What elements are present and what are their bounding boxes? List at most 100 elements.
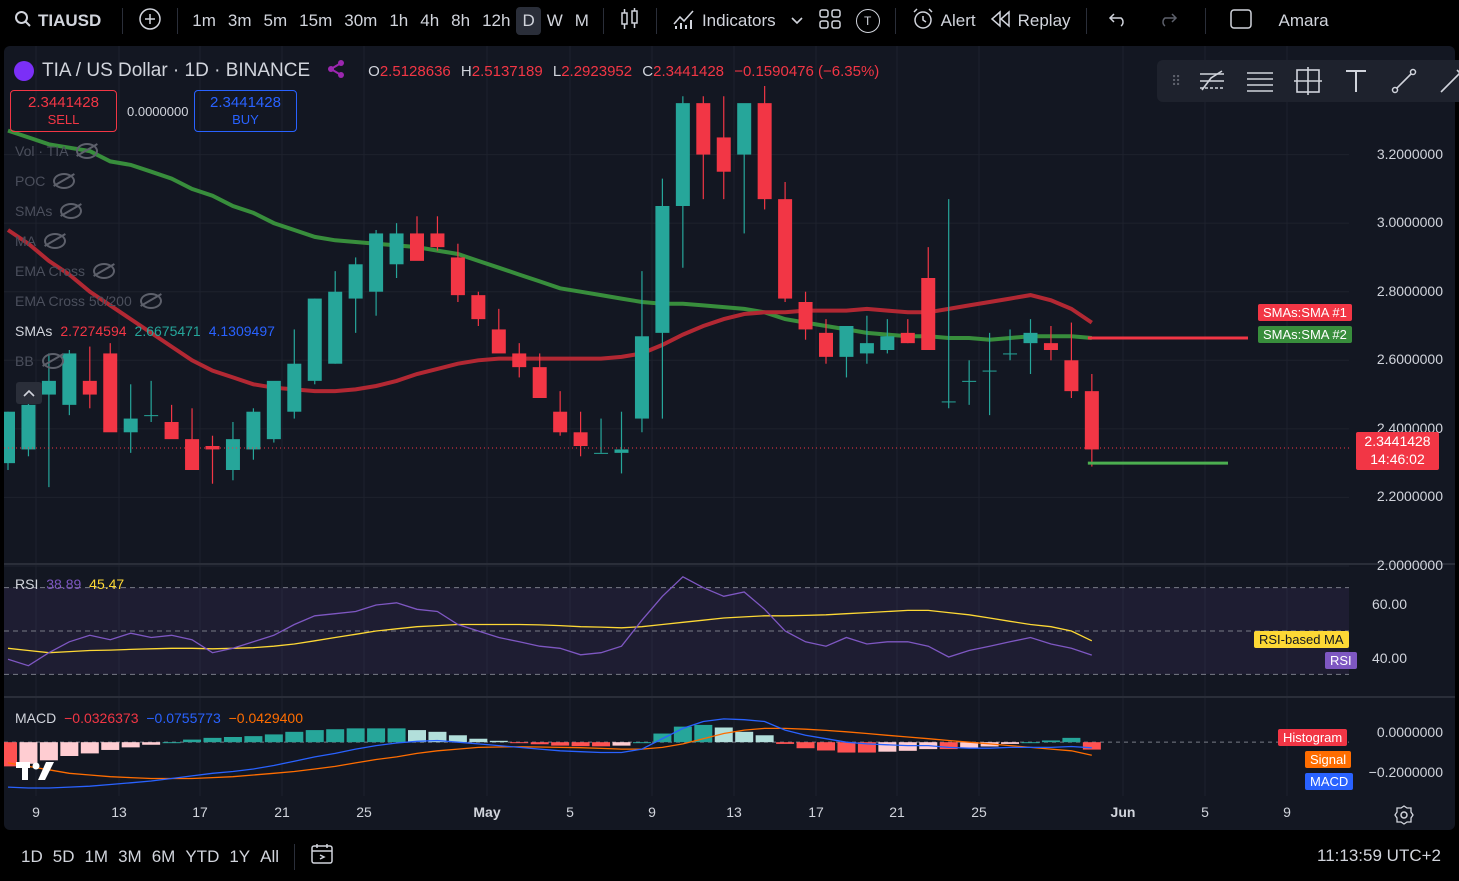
- rsi-ma-tag: RSI-based MA: [1254, 631, 1349, 648]
- eye-off-icon[interactable]: [93, 263, 116, 279]
- range-ytd[interactable]: YTD: [185, 846, 220, 866]
- redo-button[interactable]: [1151, 7, 1185, 36]
- interval-30m[interactable]: 30m: [344, 11, 378, 30]
- date-range-button[interactable]: [305, 838, 339, 875]
- collapse-legend-button[interactable]: [16, 382, 42, 404]
- range-3m[interactable]: 3M: [118, 846, 142, 866]
- range-6m[interactable]: 6M: [151, 846, 176, 866]
- candle-body: [716, 137, 731, 172]
- chart-panel[interactable]: TIA / US Dollar · 1D · BINANCE O2.512863…: [4, 46, 1455, 830]
- buy-button[interactable]: 2.3441428 BUY: [194, 90, 297, 132]
- eye-off-icon[interactable]: [53, 173, 76, 189]
- rsi-legend[interactable]: RSI 38.89 45.47: [15, 576, 124, 592]
- hidden-indicator-row[interactable]: Vol · TIA: [15, 143, 99, 159]
- compare-button[interactable]: [131, 3, 169, 40]
- interval-1m[interactable]: 1m: [192, 11, 216, 30]
- interval-w[interactable]: W: [546, 11, 563, 30]
- sma1-axis-tag: SMAs:SMA #1: [1258, 304, 1352, 321]
- fullscreen-button[interactable]: [1222, 3, 1260, 40]
- range-1d[interactable]: 1D: [21, 846, 43, 866]
- candle-body: [1084, 391, 1099, 450]
- text-tool-icon[interactable]: [1339, 64, 1373, 98]
- macd-histogram-bar: [776, 742, 795, 744]
- range-1y[interactable]: 1Y: [229, 846, 251, 866]
- interval-1h[interactable]: 1h: [389, 11, 409, 30]
- current-price-value: 2.3441428: [1364, 433, 1431, 449]
- symbol-search[interactable]: TIAUSD: [0, 6, 108, 37]
- hidden-indicator-row[interactable]: SMAs: [15, 203, 83, 219]
- divider: [294, 843, 296, 870]
- smas-legend[interactable]: SMAs 2.7274594 2.6675471 4.1309497: [15, 323, 275, 339]
- top-toolbar: TIAUSD 1m 3m 5m 15m 30m 1h 4h 8h 12h D W M Indicato…: [0, 0, 1459, 42]
- price-axis-label: 2.6000000: [1376, 351, 1443, 368]
- macd-histogram-bar: [19, 742, 38, 764]
- macd-signal-line: [7, 727, 1092, 780]
- price-axis-label: 2.0000000: [1376, 557, 1443, 573]
- settings-gear-icon[interactable]: [1394, 805, 1414, 830]
- interval-m[interactable]: M: [574, 11, 589, 30]
- alert-button[interactable]: Alert: [904, 3, 983, 40]
- trend-line-icon[interactable]: [1387, 64, 1421, 98]
- undo-button[interactable]: [1101, 7, 1135, 36]
- interval-d[interactable]: D: [516, 7, 541, 35]
- share-icon[interactable]: [326, 59, 346, 83]
- candle-body: [594, 452, 609, 454]
- hidden-indicator-row[interactable]: EMA Cross 50/200: [15, 293, 162, 309]
- candle-body: [389, 233, 404, 265]
- range-5d[interactable]: 5D: [52, 846, 75, 866]
- candle-body: [839, 326, 854, 357]
- drag-handle-icon[interactable]: ⠿: [1171, 72, 1182, 89]
- tradingview-logo[interactable]: [16, 758, 58, 787]
- eye-off-icon[interactable]: [60, 203, 83, 219]
- hidden-indicator-row[interactable]: EMA Cross: [15, 263, 116, 279]
- interval-3m[interactable]: 3m: [227, 11, 252, 30]
- indicators-button[interactable]: Indicators: [665, 4, 783, 39]
- candle-body: [573, 432, 588, 446]
- time-axis-label: May: [473, 804, 501, 820]
- clock[interactable]: 11:13:59 UTC+2: [1317, 846, 1441, 865]
- range-1m[interactable]: 1M: [84, 846, 109, 866]
- divider: [894, 8, 896, 34]
- indicator-templates-dropdown[interactable]: [783, 7, 811, 35]
- rsi-value: 38.89: [46, 576, 82, 592]
- rsi-ma-value: 45.47: [89, 576, 125, 592]
- interval-8h[interactable]: 8h: [451, 11, 471, 30]
- grid-layout-icon: [818, 8, 842, 35]
- eye-off-icon[interactable]: [41, 353, 64, 369]
- interval-12h[interactable]: 12h: [482, 11, 511, 30]
- user-menu[interactable]: Amara: [1272, 7, 1336, 35]
- legend-title: TIA / US Dollar · 1D · BINANCE: [42, 60, 311, 81]
- eye-off-icon[interactable]: [76, 143, 99, 159]
- interval-15m[interactable]: 15m: [299, 11, 333, 30]
- horizontal-lines-icon[interactable]: [1243, 64, 1277, 98]
- sell-price: 2.3441428: [28, 94, 99, 111]
- macd-signal-value: −0.0755773: [146, 710, 221, 726]
- chart-type-button[interactable]: [612, 3, 648, 40]
- layouts-button[interactable]: [811, 4, 849, 39]
- macd-histogram-bar: [694, 724, 713, 743]
- candle-body: [1064, 360, 1079, 392]
- macd-legend[interactable]: MACD −0.0326373 −0.0755773 −0.0429400: [15, 710, 303, 726]
- candle-body: [62, 353, 77, 405]
- range-all[interactable]: All: [260, 846, 280, 866]
- bb-legend[interactable]: BB: [15, 353, 64, 369]
- sell-label: SELL: [47, 112, 80, 127]
- interval-5m[interactable]: 5m: [263, 11, 288, 30]
- hidden-indicator-row[interactable]: MA: [15, 233, 66, 249]
- chart-canvas[interactable]: [4, 46, 1455, 830]
- macd-histogram-bar: [244, 736, 263, 743]
- measure-icon[interactable]: [1291, 64, 1325, 98]
- replay-button[interactable]: Replay: [983, 6, 1078, 37]
- eye-off-icon[interactable]: [139, 293, 162, 309]
- hidden-indicator-row[interactable]: POC: [15, 173, 76, 189]
- templates-button[interactable]: T: [849, 5, 887, 37]
- eye-off-icon[interactable]: [44, 233, 66, 249]
- interval-4h[interactable]: 4h: [420, 11, 440, 30]
- candle-body: [512, 353, 527, 368]
- line-style-icon[interactable]: [1195, 64, 1229, 98]
- brush-icon[interactable]: [1435, 64, 1459, 98]
- sell-button[interactable]: 2.3441428 SELL: [10, 90, 117, 132]
- divider: [1085, 8, 1087, 34]
- macd-histogram-bar: [80, 742, 99, 754]
- macd-histogram-bar: [346, 728, 365, 743]
